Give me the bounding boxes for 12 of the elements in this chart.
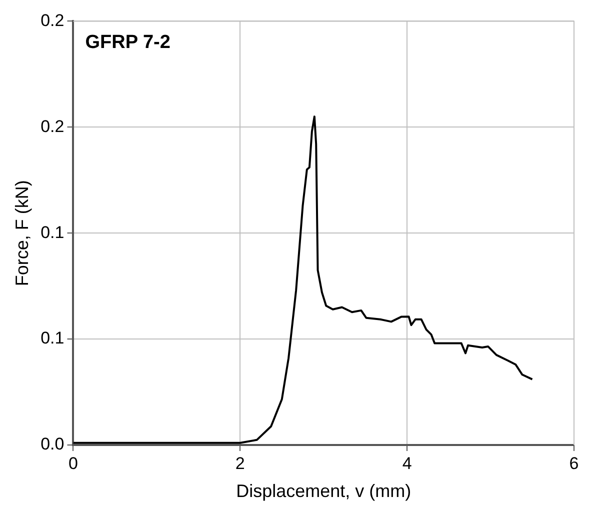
y-axis-title: Force, F (kN) <box>12 180 32 286</box>
x-tick-label: 6 <box>569 454 579 473</box>
y-tick-label: 0.0 <box>40 434 64 454</box>
y-tick-label: 0.2 <box>40 10 64 30</box>
x-tick-label: 4 <box>402 454 412 473</box>
x-tick-label: 0 <box>68 454 78 473</box>
annotation: GFRP 7-2 <box>85 32 170 53</box>
y-tick-label: 0.1 <box>40 222 64 242</box>
x-tick-label: 2 <box>235 454 245 473</box>
y-tick-label: 0.1 <box>40 328 64 348</box>
y-tick-label: 0.2 <box>40 116 64 136</box>
x-axis-title: Displacement, v (mm) <box>236 481 412 502</box>
